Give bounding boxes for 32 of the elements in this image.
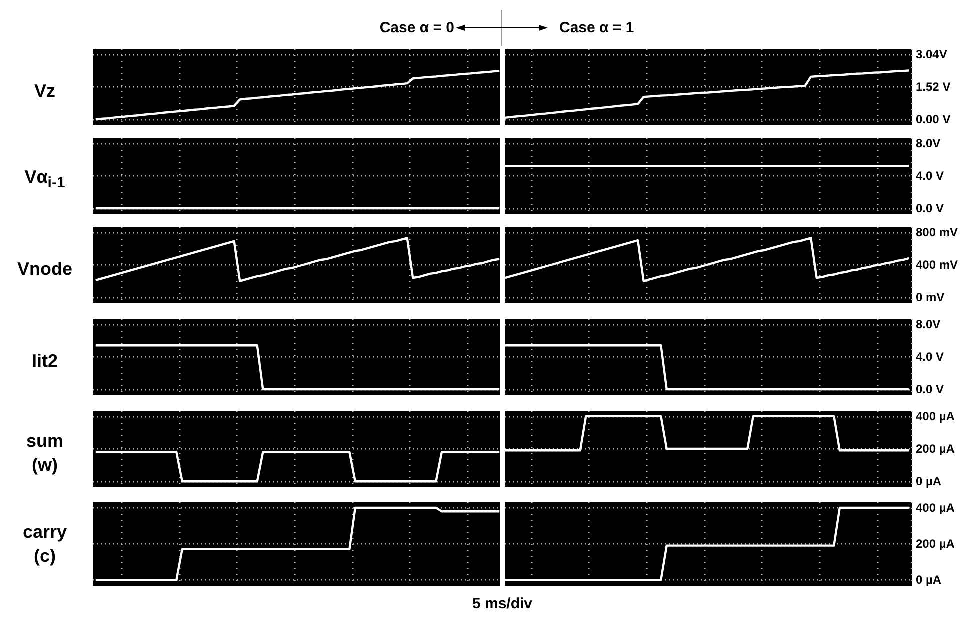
y-tick-label: 0 µA — [916, 573, 942, 588]
y-axis-title: Vnode — [17, 258, 72, 281]
y-tick-label: 8.0V — [916, 317, 941, 332]
line-series — [94, 237, 501, 282]
y-tick-label: 400 µA — [916, 409, 956, 424]
text: 5 ms/div — [472, 596, 534, 612]
y-tick-label: 0 mV — [916, 290, 945, 305]
y-tick-label: 8.0V — [916, 136, 941, 150]
y-tick-label: 400 µA — [916, 501, 956, 515]
y-tick-label: 0.00 V — [916, 112, 951, 127]
line-series — [94, 70, 501, 121]
y-axis-title: Vz — [34, 80, 56, 103]
y-axis-title: carry (c) — [22, 521, 68, 568]
text: Case α = 0 — [380, 20, 454, 36]
y-tick-label: 0.0 V — [916, 382, 944, 397]
y-tick-label: 3.04V — [916, 47, 948, 62]
y-axis-title: Vα$_{i-1}$ — [24, 166, 66, 194]
y-tick-label: 4.0 V — [916, 169, 944, 183]
y-tick-label: 4.0 V — [916, 350, 944, 364]
y-axis-title: sum (w) — [25, 430, 64, 477]
line-series — [504, 237, 910, 282]
y-axis-title: Iit2 — [32, 350, 58, 373]
y-tick-label: 800 mV — [916, 225, 958, 240]
y-tick-label: 0 µA — [916, 474, 942, 489]
y-tick-label: 200 µA — [916, 442, 956, 456]
line-series — [504, 70, 910, 120]
y-tick-label: 1.52 V — [916, 80, 951, 94]
text: Case α = 1 — [560, 20, 634, 36]
y-tick-label: 400 mV — [916, 258, 958, 272]
y-tick-label: 0.0 V — [916, 202, 944, 216]
y-tick-label: 200 µA — [916, 537, 956, 552]
line-series — [94, 506, 501, 582]
